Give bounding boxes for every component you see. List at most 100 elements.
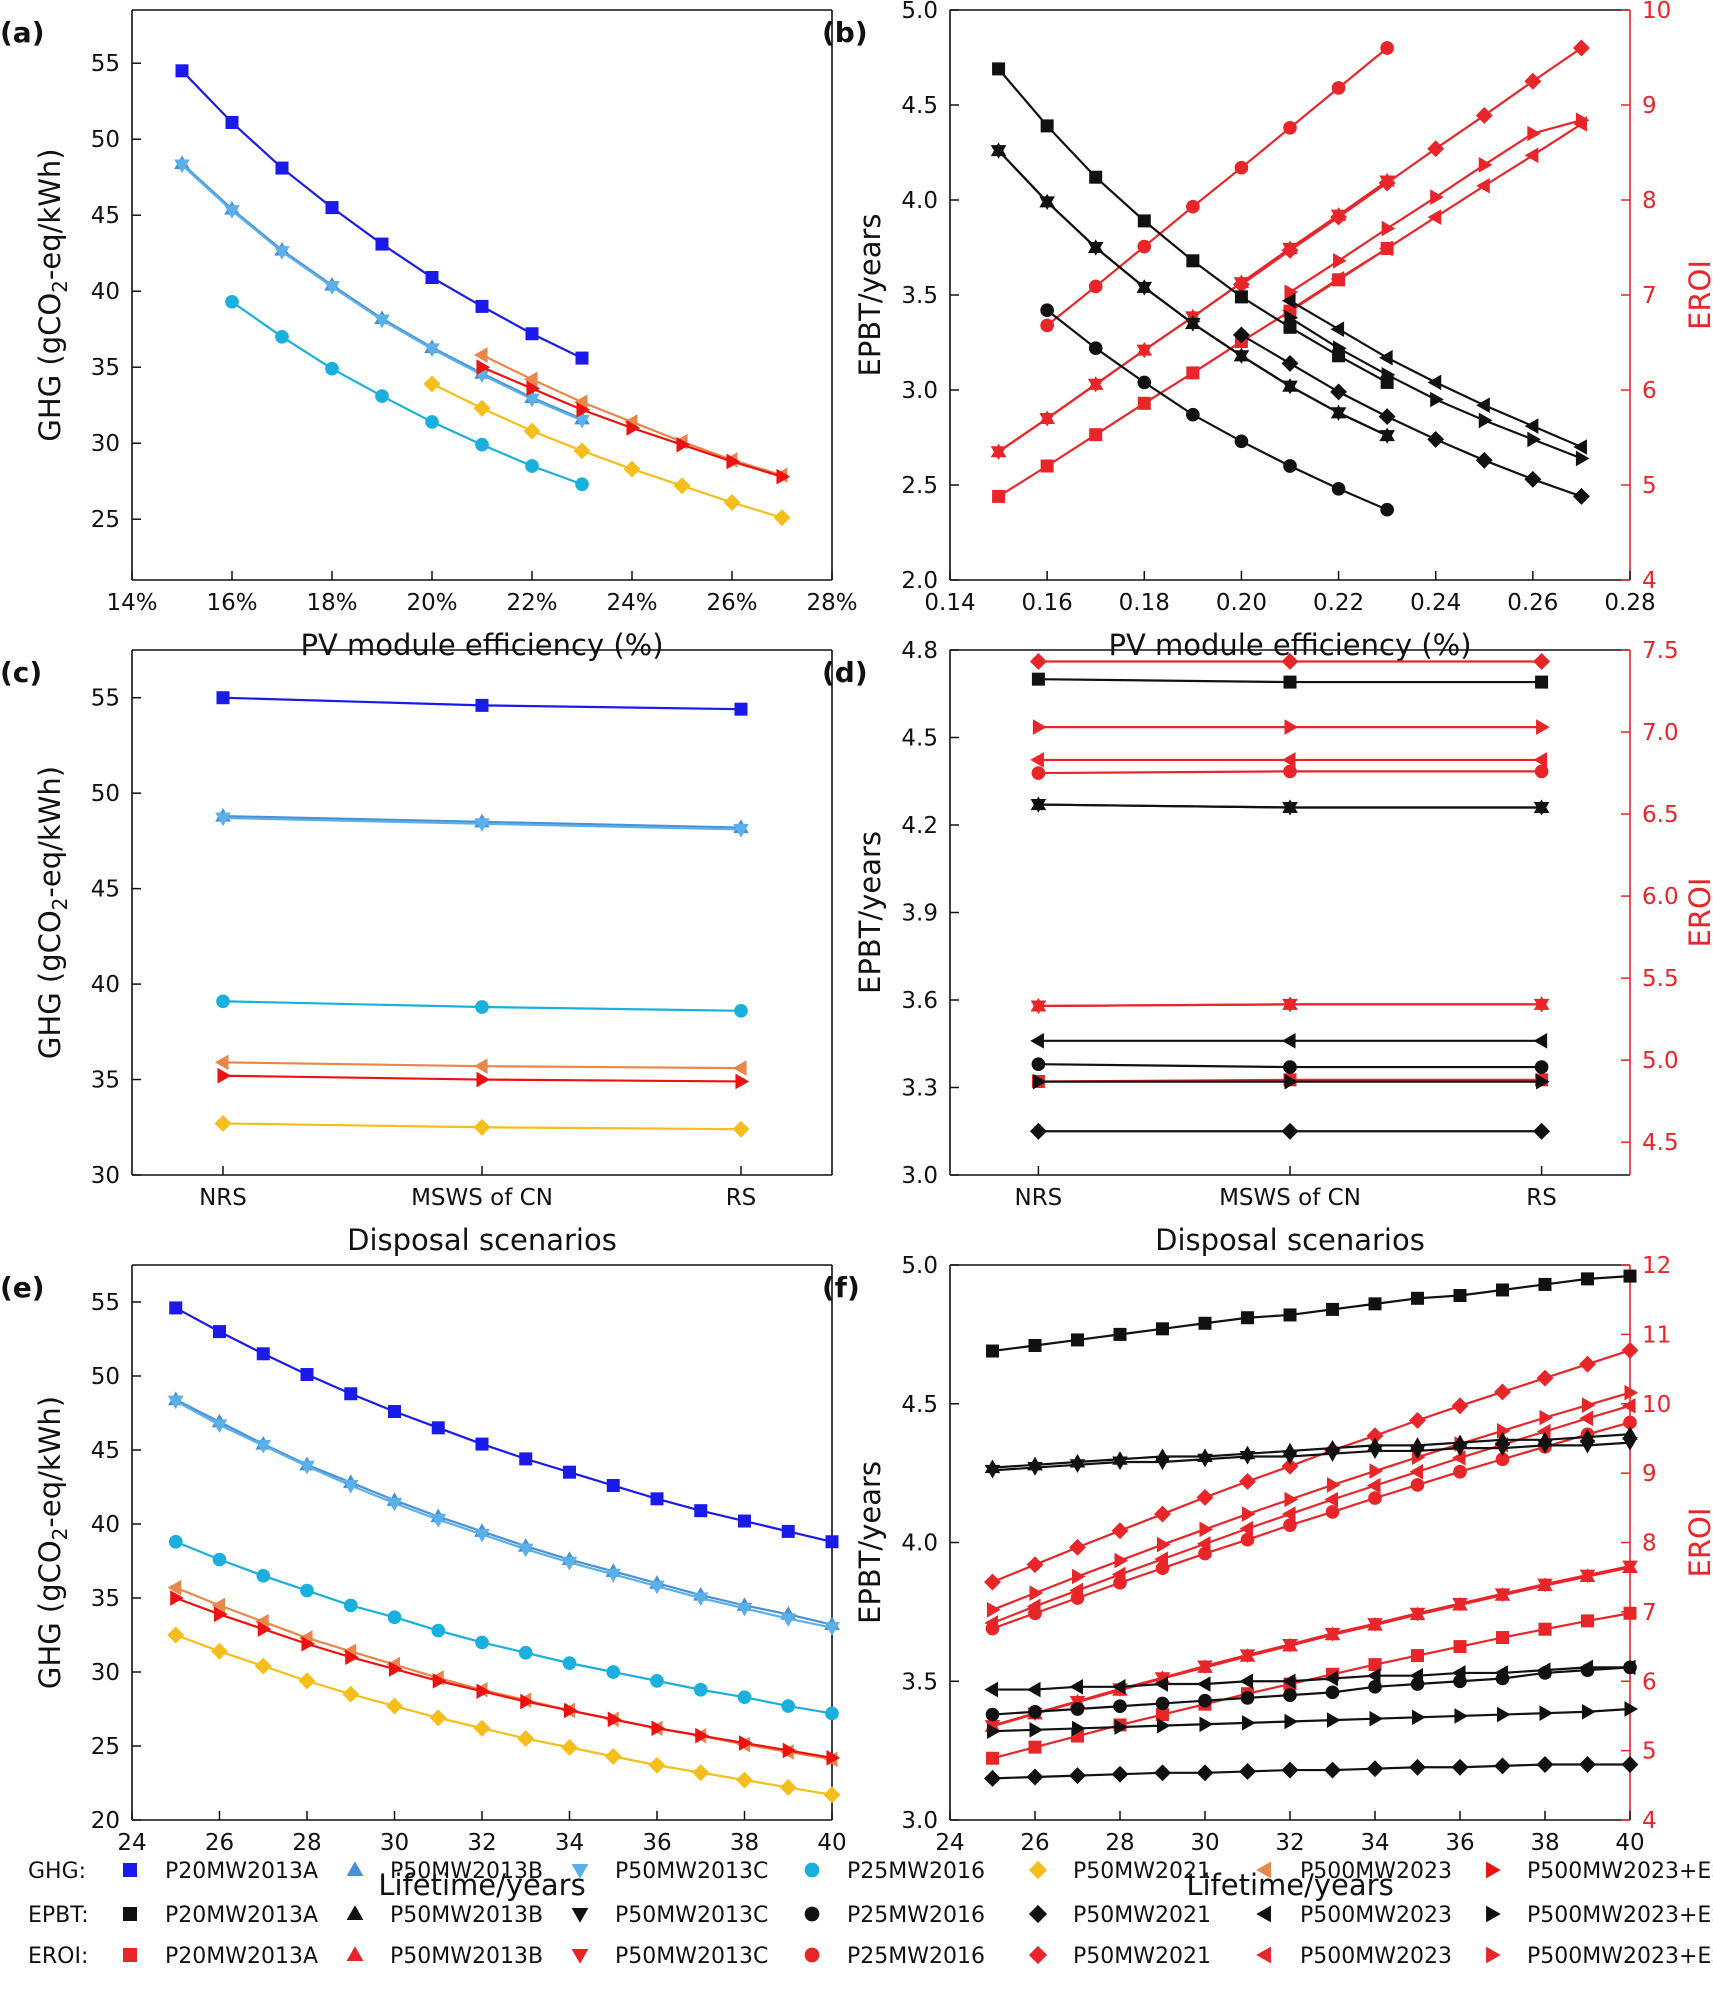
eroi-p50mw2021-point xyxy=(1111,1522,1129,1540)
epbt-p500mw2023-point xyxy=(1379,349,1393,366)
eroi-p20mw2013a-point xyxy=(992,489,1006,503)
epbt-p50mw2021-point xyxy=(1536,1756,1554,1773)
eroi-p25mw2016-line xyxy=(1046,47,1388,327)
ghg-p50mw2013c-point xyxy=(561,1556,578,1571)
ghg-p500mw2023-plus-ess-point xyxy=(476,359,491,375)
epbt-p500mw2023-point xyxy=(1196,1676,1211,1692)
ghg-p50mw2013c-point xyxy=(736,1602,753,1617)
y2-tick-label: 6 xyxy=(1642,1669,1657,1695)
epbt-p20mw2013a-point xyxy=(1186,254,1200,268)
epbt-p25mw2016-point xyxy=(1331,481,1346,496)
eroi-p50mw2021-line xyxy=(1240,47,1583,286)
y-tick-label: 30 xyxy=(91,1660,120,1686)
eroi-p50mw2021-point xyxy=(1536,1369,1554,1387)
y-axis-label: GHG (gCO2-eq/kWh) xyxy=(33,1396,72,1689)
epbt-p50mw2021-point xyxy=(1330,383,1348,401)
epbt-p50mw2013c-point xyxy=(1197,1453,1213,1468)
epbt-p500mw2023-point xyxy=(1494,1665,1509,1681)
eroi-p500mw2023-plus-ess-point xyxy=(1071,1568,1086,1585)
epbt-p20mw2013a-point xyxy=(1040,119,1054,133)
ghg-p50mw2013c-point xyxy=(211,1419,228,1433)
x-tick-label: 28 xyxy=(1105,1830,1134,1856)
x-tick-label: 32 xyxy=(467,1830,496,1856)
ghg-p20mw2013a-point xyxy=(475,698,489,712)
y2-tick-label: 6 xyxy=(1642,378,1657,404)
x-tick-label: 34 xyxy=(555,1830,584,1856)
epbt-p25mw2016-point xyxy=(1070,1702,1085,1716)
eroi-p50mw2021-point xyxy=(1026,1556,1044,1574)
eroi-p500mw2023-point xyxy=(1379,240,1393,257)
eroi-p500mw2023-point xyxy=(1533,752,1548,768)
y2-axis-label: EROI xyxy=(1683,260,1713,330)
ghg-p50mw2021-point xyxy=(254,1657,272,1675)
x-tick-label: 0.24 xyxy=(1410,590,1461,616)
ghg-p500mw2023-plus-ess-point xyxy=(388,1661,403,1677)
epbt-p25mw2016-point xyxy=(1040,303,1054,318)
epbt-p500mw2023-plus-ess-point xyxy=(1071,1720,1086,1737)
x-tick-label: 24 xyxy=(117,1830,146,1856)
ghg-p20mw2013a-point xyxy=(300,1368,314,1382)
epbt-p500mw2023-plus-ess-point xyxy=(1430,391,1444,408)
legend-entry-label: P50MW2021 xyxy=(1073,1944,1211,1969)
eroi-p25mw2016-point xyxy=(1283,1518,1297,1532)
ghg-p20mw2013a-point xyxy=(344,1387,358,1401)
eroi-p50mw2021-point xyxy=(1572,39,1590,57)
eroi-p50mw2021-point xyxy=(1232,276,1250,293)
epbt-p50mw2021-point xyxy=(984,1769,1001,1787)
eroi-p50mw2021-point xyxy=(1494,1383,1511,1401)
y2-tick-label: 12 xyxy=(1642,1253,1671,1279)
ghg-p50mw2021-point xyxy=(517,1730,535,1748)
ghg-p50mw2021-point xyxy=(342,1685,360,1703)
epbt-p50mw2013c-point xyxy=(1027,1462,1043,1476)
eroi-p50mw2021-point xyxy=(1330,208,1348,226)
eroi-p50mw2021-point xyxy=(1621,1341,1639,1359)
eroi-p500mw2023-plus-ess-point xyxy=(1624,1384,1639,1401)
eroi-p20mw2013a-point xyxy=(1623,1606,1637,1620)
epbt-p500mw2023-plus-ess-point xyxy=(1527,431,1541,448)
x-tick-label: 30 xyxy=(1190,1830,1219,1856)
epbt-p500mw2023-point xyxy=(1536,1662,1551,1678)
eroi-p500mw2023-plus-ess-point xyxy=(1539,1409,1554,1426)
ghg-p50mw2021-point xyxy=(298,1672,316,1690)
eroi-p20mw2013a-point xyxy=(1040,459,1054,473)
eroi-p500mw2023-plus-ess-point xyxy=(1326,1477,1341,1493)
y-tick-label: 55 xyxy=(91,686,120,712)
epbt-p20mw2013a-point xyxy=(1234,290,1248,304)
ghg-p50mw2013c-point xyxy=(474,818,490,832)
eroi-p50mw2013c-point xyxy=(1579,1569,1596,1584)
x-tick-label: 0.20 xyxy=(1216,590,1267,616)
legend-entry-label: P50MW2013C xyxy=(615,1859,768,1884)
panel-a: 14% 16% 18% 20% 22% 24% 26% 28% 25 30 35 40 45 50 55 (a… xyxy=(0,9,858,662)
y-tick-label: 3.5 xyxy=(901,283,938,309)
ghg-p20mw2013a-point xyxy=(256,1347,270,1361)
ghg-p500mw2023-point xyxy=(573,394,588,410)
ghg-p500mw2023-plus-ess-point xyxy=(432,1673,447,1689)
ghg-p50mw2013c-point xyxy=(174,159,190,174)
ghg-p25mw2016-point xyxy=(781,1699,796,1713)
y-tick-label: 55 xyxy=(91,1290,120,1316)
x-tick-label: 26 xyxy=(205,1830,234,1856)
ghg-p500mw2023-point xyxy=(167,1579,182,1596)
epbt-p25mw2016-point xyxy=(1198,1693,1212,1708)
eroi-p50mw2013c-point xyxy=(1282,998,1298,1013)
eroi-p500mw2023-point xyxy=(1427,209,1442,225)
legend-marker-eroi-p50mw2013b xyxy=(346,1946,364,1961)
y-tick-label: 3.0 xyxy=(901,1808,938,1834)
ghg-p500mw2023-plus-ess-point xyxy=(563,1702,578,1719)
ghg-p50mw2013c-point xyxy=(342,1479,359,1494)
ghg-p50mw2021-point xyxy=(473,399,491,417)
ghg-p50mw2013c-point xyxy=(692,1592,709,1607)
eroi-p50mw2013c-point xyxy=(1409,1607,1426,1622)
epbt-p25mw2016-point xyxy=(1028,1704,1042,1719)
x-tick-label: 20% xyxy=(406,590,457,616)
eroi-p50mw2013c-point xyxy=(1533,998,1550,1013)
legend-marker-epbt-p50mw2013c xyxy=(571,1908,589,1923)
legend-entry-label: P50MW2013C xyxy=(615,1903,768,1928)
eroi-p25mw2016-point xyxy=(1453,1464,1467,1479)
ghg-p25mw2016-point xyxy=(300,1583,314,1598)
epbt-p25mw2016-point xyxy=(1283,1060,1297,1074)
ghg-p20mw2013a-point xyxy=(525,327,539,341)
y2-tick-label: 4 xyxy=(1642,1808,1657,1834)
ghg-p50mw2013c-point xyxy=(733,823,749,838)
epbt-p50mw2021-point xyxy=(1281,1761,1299,1779)
